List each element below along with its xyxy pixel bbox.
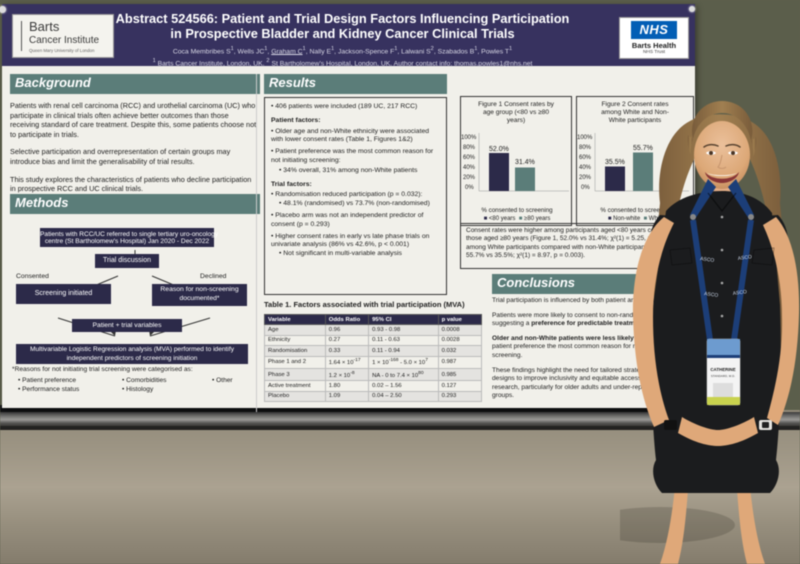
- svg-text:100%: 100%: [577, 135, 593, 141]
- svg-text:40%: 40%: [463, 165, 476, 171]
- svg-text:52.0%: 52.0%: [489, 146, 509, 153]
- svg-text:60%: 60%: [463, 155, 476, 161]
- svg-text:100%: 100%: [461, 135, 477, 141]
- svg-text:STANDARD, M.D.: STANDARD, M.D.: [711, 374, 735, 378]
- svg-text:80%: 80%: [463, 145, 476, 151]
- svg-text:0%: 0%: [581, 185, 590, 191]
- svg-text:60%: 60%: [579, 155, 592, 161]
- svg-text:40%: 40%: [579, 165, 592, 171]
- svg-text:0%: 0%: [465, 185, 474, 191]
- svg-text:20%: 20%: [463, 175, 476, 181]
- svg-text:31.4%: 31.4%: [515, 159, 535, 166]
- svg-text:CATHERINE: CATHERINE: [710, 367, 735, 372]
- svg-text:80%: 80%: [579, 145, 592, 151]
- svg-text:20%: 20%: [579, 175, 592, 181]
